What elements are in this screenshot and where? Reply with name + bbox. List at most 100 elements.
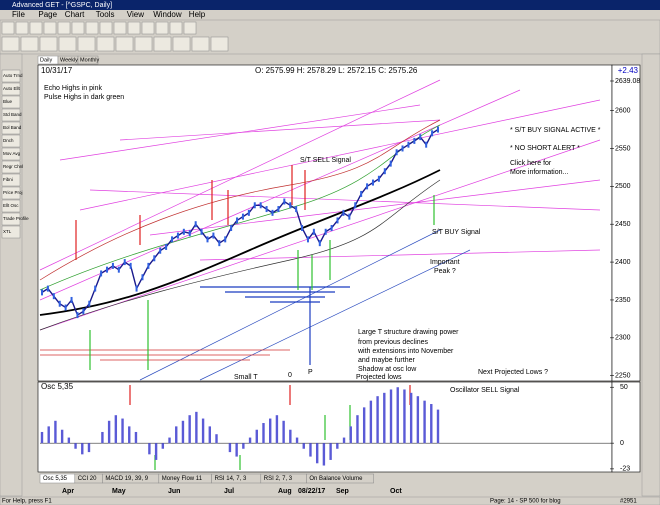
x-label: Oct [390, 488, 402, 495]
candle [377, 175, 380, 182]
indicator-tab-label: Money Flow 11 [162, 476, 203, 482]
menu-item[interactable]: Page [38, 10, 57, 19]
osc-bar [403, 389, 406, 444]
candle [153, 255, 156, 262]
tool-button[interactable] [1, 147, 21, 161]
tool-button[interactable] [1, 186, 21, 200]
menu-item[interactable]: Tools [96, 10, 115, 19]
candle [271, 209, 274, 216]
x-label: Jul [224, 488, 234, 495]
annotation[interactable]: More information... [510, 169, 568, 176]
tool-label: XTL [3, 229, 12, 234]
osc-bar [409, 392, 413, 444]
candle [94, 285, 97, 292]
tool-button[interactable] [1, 225, 21, 239]
annotation[interactable]: Click here for [510, 160, 552, 167]
menu-item[interactable]: File [12, 10, 25, 19]
osc-bar [161, 443, 165, 449]
annotation: Large T structure drawing power [358, 329, 459, 336]
osc-bar [114, 415, 118, 444]
osc-bar [168, 437, 171, 444]
t-structure [200, 286, 350, 365]
tool-button[interactable] [1, 160, 21, 174]
tab-label: Weekly [60, 57, 78, 63]
osc-bar [188, 415, 191, 444]
tool-button[interactable] [1, 173, 21, 187]
osc-bar [356, 415, 359, 444]
candle [111, 262, 114, 269]
indicator-tab[interactable] [306, 473, 374, 484]
tab-label: Monthly [80, 57, 100, 63]
osc-bar [74, 443, 77, 449]
candle [88, 300, 91, 307]
menu-item[interactable]: Help [189, 10, 206, 19]
tab[interactable] [77, 55, 99, 65]
annotation: Echo Highs in pink [44, 85, 102, 92]
candle [407, 141, 410, 148]
tool-button[interactable] [1, 134, 21, 148]
tool-button[interactable] [1, 199, 21, 213]
candle [224, 236, 227, 243]
annotation: * S/T BUY SIGNAL ACTIVE * [510, 127, 601, 134]
annotation: from previous declines [358, 339, 429, 346]
osc-bar [275, 415, 279, 444]
y-tick-label: 2400 [615, 259, 631, 266]
osc-bar [389, 389, 393, 444]
candle [141, 274, 144, 281]
candle [123, 259, 126, 266]
tool-label: Regr Chnl [3, 164, 23, 169]
tool-button[interactable] [1, 82, 21, 96]
annotation: S/T SELL Signal [300, 157, 351, 164]
candle [336, 217, 339, 224]
candle [354, 202, 357, 209]
tool-label: Ellt Osc [3, 203, 19, 208]
osc-bar [436, 409, 440, 444]
x-label: 08/22/17 [298, 488, 325, 495]
osc-bar [383, 392, 386, 444]
annotation: P [308, 369, 313, 376]
candle [330, 225, 333, 232]
osc-bar [302, 443, 305, 449]
indicator-tab-label: MACD 19, 39, 9 [105, 476, 148, 482]
candle [82, 308, 85, 315]
candle [64, 304, 67, 311]
annotation: and maybe further [358, 357, 415, 364]
indicator-tab-label: Osc 5,35 [43, 476, 68, 482]
annotation: Oscillator SELL Signal [450, 387, 520, 394]
menu-item[interactable]: Window [153, 10, 182, 19]
menu-item[interactable]: Chart [65, 10, 85, 19]
menu-item[interactable]: View [127, 10, 144, 19]
candle [70, 296, 73, 303]
candle [283, 198, 286, 205]
candle [395, 149, 398, 156]
osc-bar [309, 443, 312, 457]
osc-bar [67, 437, 71, 444]
candle [259, 202, 262, 209]
osc-bar [289, 429, 292, 444]
tool-label: Auto Trnd [3, 73, 23, 78]
tool-button[interactable] [1, 95, 21, 109]
annotation: Next Projected Lows ? [478, 369, 548, 376]
price-axis [611, 64, 641, 382]
osc-bar [282, 420, 285, 444]
tab-label: Daily [40, 57, 52, 63]
tool-button[interactable] [1, 108, 21, 122]
osc-bar [175, 426, 178, 444]
y-tick-label: 2500 [615, 183, 631, 190]
osc-bar [181, 420, 185, 444]
candle [41, 289, 43, 296]
tool-button[interactable] [1, 69, 21, 83]
osc-bar [54, 420, 57, 444]
annotation: 0 [288, 372, 292, 379]
candle [419, 134, 422, 141]
candle [165, 243, 168, 250]
x-label: Apr [62, 488, 74, 495]
candle [58, 300, 61, 307]
candle [188, 230, 191, 237]
tool-button[interactable] [1, 212, 21, 226]
candle [425, 141, 428, 148]
candle [277, 206, 280, 213]
osc-bar [248, 437, 252, 444]
tool-button[interactable] [1, 121, 21, 135]
osc-bar [235, 443, 238, 457]
